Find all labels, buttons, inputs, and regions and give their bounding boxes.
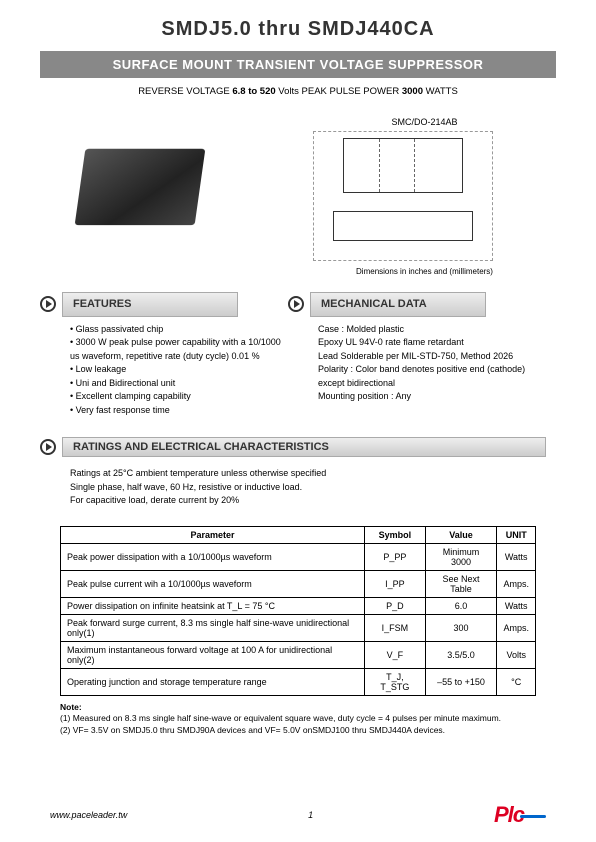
feature-item: Uni and Bidirectional unit <box>70 377 288 391</box>
table-cell: Peak power dissipation with a 10/1000µs … <box>61 543 365 570</box>
table-cell: Volts <box>497 641 536 668</box>
table-cell: Minimum 3000 <box>425 543 497 570</box>
table-row: Peak pulse current wih a 10/1000µs wavef… <box>61 570 536 597</box>
table-cell: Operating junction and storage temperatu… <box>61 668 365 695</box>
table-cell: –55 to +150 <box>425 668 497 695</box>
chip-icon <box>75 149 206 226</box>
ratings-header: RATINGS AND ELECTRICAL CHARACTERISTICS <box>62 437 546 457</box>
features-list: Glass passivated chip3000 W peak pulse p… <box>70 323 288 418</box>
rev-voltage-unit: Volts PEAK PULSE POWER <box>276 86 402 97</box>
package-drawing-col: SMC/DO-214AB Dimensions in inches and (m… <box>313 117 536 276</box>
table-row: Power dissipation on infinite heatsink a… <box>61 597 536 614</box>
parameters-table: ParameterSymbolValueUNIT Peak power diss… <box>60 526 536 696</box>
table-cell: 300 <box>425 614 497 641</box>
note-item: (2) VF= 3.5V on SMDJ5.0 thru SMDJ90A dev… <box>60 725 536 737</box>
table-header: Parameter <box>61 526 365 543</box>
logo-icon: Plc <box>494 802 546 828</box>
table-cell: I_FSM <box>365 614 426 641</box>
feature-item: 3000 W peak pulse power capability with … <box>70 336 288 363</box>
arrow-icon <box>288 296 304 312</box>
feature-item: Low leakage <box>70 363 288 377</box>
features-header: FEATURES <box>62 292 238 317</box>
table-cell: Maximum instantaneous forward voltage at… <box>61 641 365 668</box>
table-cell: Peak pulse current wih a 10/1000µs wavef… <box>61 570 365 597</box>
feature-item: Glass passivated chip <box>70 323 288 337</box>
mechanical-item: Mounting position : Any <box>318 390 536 404</box>
arrow-icon <box>40 296 56 312</box>
table-cell: P_D <box>365 597 426 614</box>
table-cell: Power dissipation on infinite heatsink a… <box>61 597 365 614</box>
chip-image-col <box>60 117 283 276</box>
subtitle-bar: SURFACE MOUNT TRANSIENT VOLTAGE SUPPRESS… <box>40 51 556 78</box>
mechanical-item: Lead Solderable per MIL-STD-750, Method … <box>318 350 536 364</box>
notes-title: Note: <box>60 702 82 712</box>
package-drawing <box>313 131 493 261</box>
mechanical-item: Epoxy UL 94V-0 rate flame retardant <box>318 336 536 350</box>
table-cell: V_F <box>365 641 426 668</box>
spec-line: REVERSE VOLTAGE 6.8 to 520 Volts PEAK PU… <box>0 86 596 97</box>
ratings-intro-line: Ratings at 25°C ambient temperature unle… <box>70 467 526 481</box>
mechanical-item: Case : Molded plastic <box>318 323 536 337</box>
table-header: UNIT <box>497 526 536 543</box>
table-header: Value <box>425 526 497 543</box>
table-row: Operating junction and storage temperatu… <box>61 668 536 695</box>
table-cell: Amps. <box>497 570 536 597</box>
table-row: Peak power dissipation with a 10/1000µs … <box>61 543 536 570</box>
ratings-intro-line: For capacitive load, derate current by 2… <box>70 494 526 508</box>
arrow-icon <box>40 439 56 455</box>
table-cell: Watts <box>497 597 536 614</box>
table-cell: Amps. <box>497 614 536 641</box>
peak-power-value: 3000 <box>402 86 423 97</box>
note-item: (1) Measured on 8.3 ms single half sine-… <box>60 713 536 725</box>
table-cell: T_J, T_STG <box>365 668 426 695</box>
feature-item: Excellent clamping capability <box>70 390 288 404</box>
peak-power-unit: WATTS <box>423 86 458 97</box>
table-header: Symbol <box>365 526 426 543</box>
table-cell: See Next Table <box>425 570 497 597</box>
footer-url: www.paceleader.tw <box>50 810 127 820</box>
table-cell: 3.5/5.0 <box>425 641 497 668</box>
table-cell: Watts <box>497 543 536 570</box>
feature-item: Very fast response time <box>70 404 288 418</box>
table-cell: P_PP <box>365 543 426 570</box>
page-title: SMDJ5.0 thru SMDJ440CA <box>0 0 596 51</box>
notes: Note: (1) Measured on 8.3 ms single half… <box>0 702 596 738</box>
rev-voltage-label: REVERSE VOLTAGE <box>138 86 232 97</box>
mechanical-item: Polarity : Color band denotes positive e… <box>318 363 536 390</box>
page-number: 1 <box>308 810 313 820</box>
ratings-intro: Ratings at 25°C ambient temperature unle… <box>0 463 596 518</box>
table-cell: Peak forward surge current, 8.3 ms singl… <box>61 614 365 641</box>
table-row: Maximum instantaneous forward voltage at… <box>61 641 536 668</box>
table-cell: I_PP <box>365 570 426 597</box>
package-label: SMC/DO-214AB <box>313 117 536 127</box>
mechanical-header: MECHANICAL DATA <box>310 292 486 317</box>
dimension-note: Dimensions in inches and (millimeters) <box>313 267 536 276</box>
table-row: Peak forward surge current, 8.3 ms singl… <box>61 614 536 641</box>
ratings-intro-line: Single phase, half wave, 60 Hz, resistiv… <box>70 481 526 495</box>
table-cell: 6.0 <box>425 597 497 614</box>
mechanical-list: Case : Molded plasticEpoxy UL 94V-0 rate… <box>318 323 536 404</box>
table-cell: °C <box>497 668 536 695</box>
rev-voltage-value: 6.8 to 520 <box>232 86 275 97</box>
